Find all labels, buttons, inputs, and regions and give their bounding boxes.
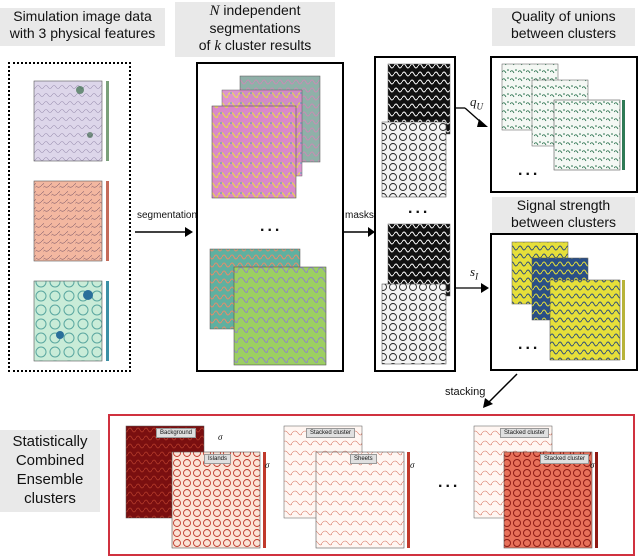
signal-frame [490,233,638,371]
stat-label-line2: Combined [15,452,85,469]
input-label-line1: Simulation image data [13,8,152,24]
si-arrow [455,283,489,293]
tag-background: Background [156,428,197,438]
sigma-3: σ [410,460,415,470]
quality-label-line2: between clusters [510,25,617,41]
quality-label-line1: Quality of unions [511,8,616,24]
segmentation-arrow [135,227,193,237]
masks-ellipsis: ... [408,200,431,217]
masks-arrow [344,227,375,237]
quality-ellipsis: ... [518,162,541,179]
var-n: N [209,3,220,19]
segmentation-stack-bottom [209,248,327,366]
tag-stacked-1: Stacked cluster [306,428,356,438]
signal-label-line2: between clusters [510,214,617,230]
qu-subscript: U [476,101,484,112]
input-data-label: Simulation image data with 3 physical fe… [0,8,165,46]
si-subscript: I [475,271,479,282]
quality-frame [490,56,638,193]
stat-label-line4: clusters [24,490,76,507]
masks-images-bottom [381,223,451,365]
segmentation-frame [196,62,344,372]
si-symbol: s [470,264,476,279]
masks-images-top [381,63,451,198]
segmentations-label: N independent segmentations of k cluster… [175,2,335,57]
quality-images [501,63,625,171]
qu-arrow [455,107,488,127]
tag-stacked-2: Stacked cluster [500,428,550,438]
stacking-arrow [483,373,518,408]
masks-label: masks [345,210,374,221]
segmentation-ellipsis: ... [260,218,283,235]
seg-label-line3: of k cluster results [175,37,335,55]
seg-label-line2: segmentations [209,20,301,36]
ensemble-frame [108,414,635,556]
qu-label: qU [470,94,483,112]
signal-label: Signal strength between clusters [492,197,635,233]
masks-frame [374,56,456,372]
tag-sheets: Sheets [350,454,377,464]
stat-label-line1: Statistically [12,433,88,450]
seg-label-line1-rest: independent [219,2,301,18]
ensemble-ellipsis: ... [438,474,461,491]
segmentation-label: segmentation [137,210,198,221]
ensemble-images [125,425,598,549]
input-image-2 [33,180,109,262]
segmentation-stack-top [211,75,321,199]
signal-images [511,241,625,361]
input-frame [8,62,131,372]
signal-ellipsis: ... [518,336,541,353]
sigma-2: σ [265,460,270,470]
var-k: k [214,38,221,54]
signal-label-line1: Signal strength [516,197,611,213]
input-label-line2: with 3 physical features [9,25,156,41]
input-image-1 [33,80,109,162]
stat-combined-label: Statistically Combined Ensemble clusters [0,430,100,512]
stacking-label: stacking [445,386,486,398]
seg-label-line1: N independent [175,2,335,20]
stat-label-line3: Ensemble [16,471,84,488]
quality-label: Quality of unions between clusters [492,8,635,46]
tag-islands: Islands [204,454,232,464]
sigma-4: σ [590,460,595,470]
input-image-3 [33,280,109,362]
tag-stacked-3: Stacked cluster [540,454,590,464]
seg-label-line3-pre: of [198,37,215,53]
seg-label-line3-rest: cluster results [221,37,312,53]
sigma-1: σ [218,432,223,442]
si-label: sI [470,264,478,282]
qu-symbol: q [470,94,477,109]
